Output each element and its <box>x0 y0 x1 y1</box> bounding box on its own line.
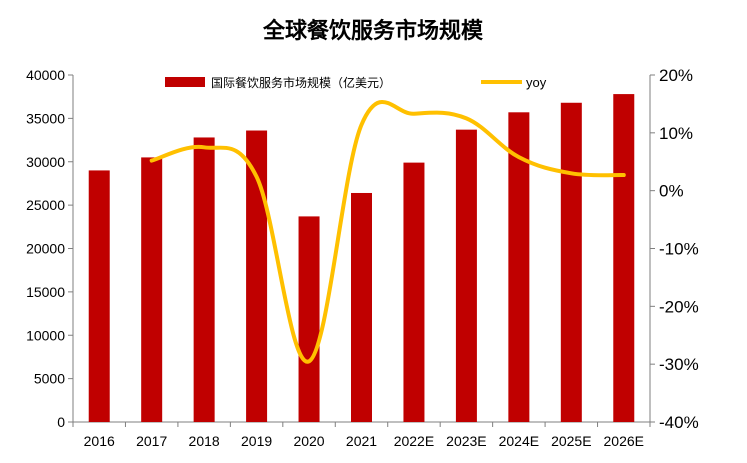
x-tick-label: 2017 <box>136 433 167 449</box>
left-tick-label: 25000 <box>26 197 65 213</box>
x-tick-label: 2019 <box>241 433 272 449</box>
x-tick-label: 2021 <box>346 433 377 449</box>
x-tick-label: 2018 <box>189 433 220 449</box>
yoy-line <box>149 100 626 364</box>
bar <box>246 130 268 422</box>
bar <box>613 94 635 423</box>
legend-line-label: yoy <box>526 75 547 90</box>
left-tick-label: 15000 <box>26 284 65 300</box>
right-tick-label: -20% <box>659 297 699 316</box>
right-tick-label: -10% <box>659 240 699 259</box>
x-tick-label: 2020 <box>293 433 324 449</box>
yoy-point <box>517 155 521 159</box>
yoy-point <box>360 123 363 127</box>
left-tick-label: 30000 <box>26 154 65 170</box>
bar <box>88 170 110 422</box>
legend: 国际餐饮服务市场规模（亿美元） yoy <box>165 75 547 90</box>
yoy-point <box>307 359 311 363</box>
yoy-point <box>202 145 206 149</box>
left-tick-label: 40000 <box>26 67 65 83</box>
legend-bar-swatch <box>165 77 205 87</box>
right-tick-label: 10% <box>659 124 693 143</box>
yoy-point <box>464 116 468 120</box>
right-tick-label: 20% <box>659 66 693 85</box>
left-tick-label: 20000 <box>26 241 65 257</box>
right-tick-label: -30% <box>659 355 699 374</box>
left-tick-label: 0 <box>57 414 65 430</box>
x-tick-label: 2026E <box>604 433 644 449</box>
bar <box>298 216 320 422</box>
right-tick-label: -40% <box>659 413 699 432</box>
x-tick-label: 2025E <box>551 433 591 449</box>
yoy-point <box>569 171 573 175</box>
yoy-point <box>255 175 259 179</box>
bar <box>403 162 425 422</box>
bar-series <box>88 94 635 423</box>
legend-bar-label: 国际餐饮服务市场规模（亿美元） <box>211 75 391 90</box>
yoy-point <box>150 159 154 163</box>
yoy-point <box>622 173 626 177</box>
axes: 0 5000 10000 15000 20000 25000 30000 35000 40000… <box>26 66 699 449</box>
bar <box>455 129 477 422</box>
right-tick-label: 0% <box>659 182 684 201</box>
yoy-point <box>412 112 416 116</box>
left-tick-label: 35000 <box>26 110 65 126</box>
left-tick-label: 10000 <box>26 327 65 343</box>
x-tick-label: 2023E <box>446 433 486 449</box>
line-series <box>149 100 626 364</box>
x-tick-label: 2016 <box>84 433 115 449</box>
bar <box>141 157 163 422</box>
bar <box>508 112 530 423</box>
x-tick-label: 2022E <box>394 433 434 449</box>
bar <box>351 192 372 422</box>
bar <box>193 137 215 422</box>
left-tick-label: 5000 <box>34 371 65 387</box>
chart-title: 全球餐饮服务市场规模 <box>262 18 484 44</box>
bar <box>560 102 582 422</box>
x-tick-label: 2024E <box>499 433 539 449</box>
